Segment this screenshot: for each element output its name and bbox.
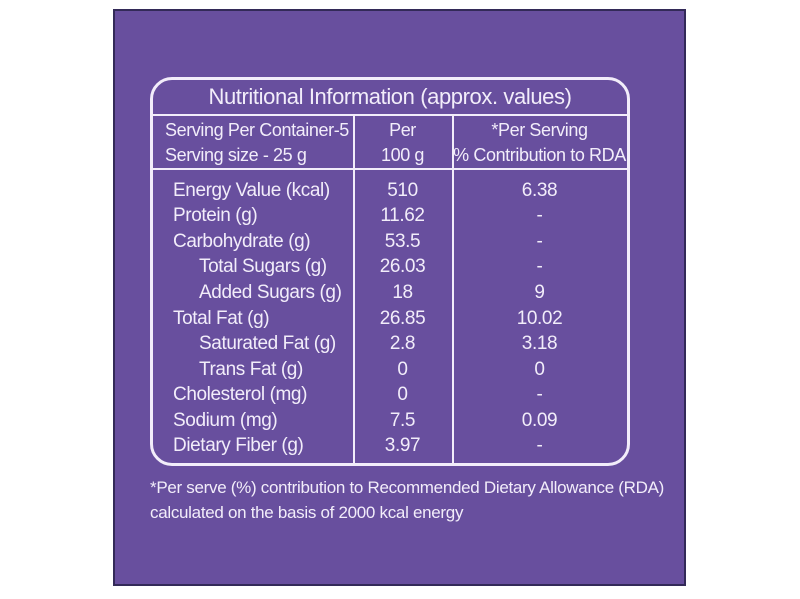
serving-size-text: Serving size - 25 g [165,145,307,165]
table-row: Dietary Fiber (g) 3.97 - [153,433,627,459]
per-100g-value: 2.8 [389,333,416,355]
table-row: Energy Value (kcal) 510 6.38 [153,178,627,204]
per-100g-value: 0 [397,384,408,406]
table-body: Energy Value (kcal) 510 6.38 Protein (g)… [153,170,627,463]
per-serving-value: 0 [534,358,545,380]
per-100g-value: 18 [392,281,413,303]
per-100g-value: 3.97 [384,435,421,457]
table-row: Carbohydrate (g) 53.5 - [153,229,627,255]
footnote-line-1: *Per serve (%) contribution to Recommend… [150,478,665,497]
table-row: Added Sugars (g) 18 9 [153,280,627,306]
per-label: Per [389,120,416,140]
table-header: Serving Per Container-5 Serving size - 2… [153,116,627,170]
per-serving-value: 3.18 [521,333,558,355]
column-divider-2 [452,114,454,463]
serving-per-container-text: Serving Per Container-5 [165,120,349,140]
per-serving-label: *Per Serving [491,120,588,140]
nutrient-label: Energy Value (kcal) [173,179,330,201]
per-serving-value: - [536,205,543,227]
footnote-line-2: calculated on the basis of 2000 kcal ene… [150,503,464,522]
header-serving-info: Serving Per Container-5 Serving size - 2… [153,118,353,168]
per-serving-value: 0.09 [521,409,558,431]
per-100g-value: 510 [387,179,418,201]
footnote: *Per serve (%) contribution to Recommend… [150,475,665,525]
table-row: Protein (g) 11.62 - [153,204,627,230]
table-row: Total Fat (g) 26.85 10.02 [153,306,627,332]
nutrient-label: Cholesterol (mg) [173,384,308,406]
per-100g-value: 7.5 [389,409,416,431]
per-serving-value: - [536,230,543,252]
per-100g-value: 26.85 [379,307,426,329]
nutrient-label: Saturated Fat (g) [199,333,336,355]
header-per-100g: Per 100 g [353,118,452,168]
column-divider-1 [353,114,355,463]
per-serving-value: 6.38 [521,179,558,201]
rda-contribution-label: % Contribution to RDA [453,145,626,165]
per-serving-value: - [536,435,543,457]
table-row: Cholesterol (mg) 0 - [153,382,627,408]
table-row: Sodium (mg) 7.5 0.09 [153,408,627,434]
per-serving-value: - [536,384,543,406]
per-100g-value: 53.5 [384,230,421,252]
nutrition-table: Nutritional Information (approx. values)… [150,77,630,466]
nutrient-label: Sodium (mg) [173,409,278,431]
nutrient-label: Added Sugars (g) [199,281,342,303]
per-serving-value: 9 [534,281,545,303]
header-per-serving: *Per Serving % Contribution to RDA [452,118,627,168]
per-serving-value: 10.02 [516,307,563,329]
table-row: Trans Fat (g) 0 0 [153,357,627,383]
per-100g-label: 100 g [380,145,425,165]
nutrient-label: Total Fat (g) [173,307,270,329]
per-100g-value: 0 [397,358,408,380]
nutrient-label: Trans Fat (g) [199,358,303,380]
table-row: Saturated Fat (g) 2.8 3.18 [153,331,627,357]
nutrient-label: Carbohydrate (g) [173,230,311,252]
nutrient-label: Protein (g) [173,205,258,227]
per-serving-value: - [536,256,543,278]
per-100g-value: 26.03 [379,256,426,278]
table-title: Nutritional Information (approx. values) [153,80,627,116]
per-100g-value: 11.62 [380,205,425,227]
nutrient-label: Total Sugars (g) [199,256,327,278]
nutrient-label: Dietary Fiber (g) [173,435,304,457]
purple-panel: Nutritional Information (approx. values)… [113,9,686,586]
table-row: Total Sugars (g) 26.03 - [153,255,627,281]
